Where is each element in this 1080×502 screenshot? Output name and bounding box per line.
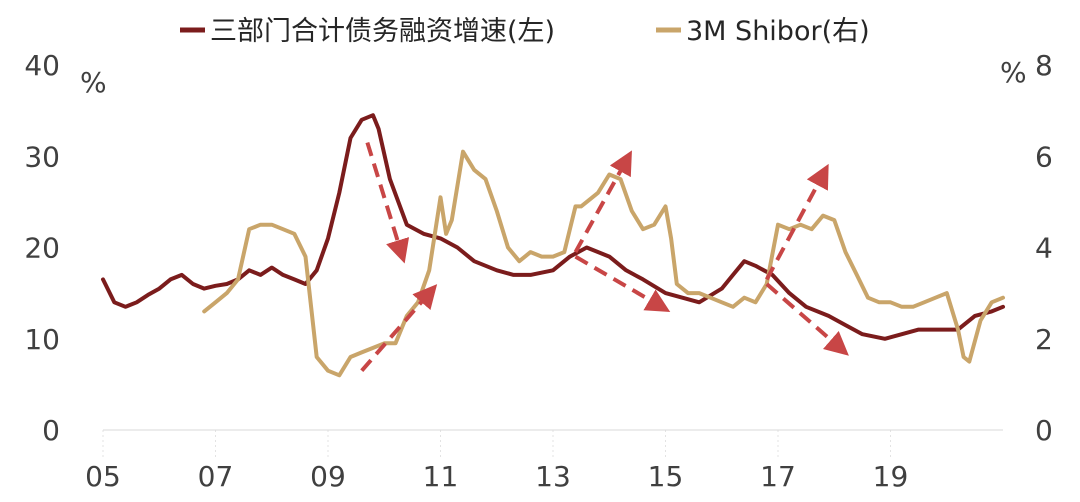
trend-arrow-4 [574, 254, 671, 312]
trend-arrow-5 [764, 163, 829, 281]
x-tick-label: 07 [198, 460, 234, 493]
x-tick-label: 17 [760, 460, 796, 493]
right-tick-label: 4 [1035, 232, 1053, 265]
right-tick-label: 6 [1035, 140, 1053, 173]
trend-arrow-3 [573, 150, 632, 254]
x-tick-label: 05 [85, 460, 121, 493]
series-layer [101, 113, 1005, 378]
x-axis-ticks: 05 07 09 11 13 15 17 19 [85, 460, 908, 493]
trend-arrow-1 [365, 141, 410, 264]
series-line-debt-growth [101, 113, 1005, 341]
right-tick-label: 8 [1035, 49, 1053, 82]
right-tick-label: 0 [1035, 414, 1053, 447]
annotation-layer [360, 141, 849, 373]
left-tick-label: 20 [24, 232, 60, 265]
legend-label-shibor: 3M Shibor(右) [686, 16, 870, 47]
legend: 三部门合计债务融资增速(左) 3M Shibor(右) [180, 16, 870, 47]
left-axis-unit: % [80, 66, 107, 99]
left-tick-label: 10 [24, 323, 60, 356]
x-tick-label: 19 [873, 460, 909, 493]
right-axis-unit: % [1000, 56, 1027, 89]
x-tick-label: 11 [423, 460, 459, 493]
trend-arrow-6 [765, 282, 849, 356]
legend-label-debt: 三部门合计债务融资增速(左) [210, 16, 555, 47]
x-tick-label: 13 [535, 460, 571, 493]
x-tick-label: 15 [648, 460, 684, 493]
x-tick-label: 09 [310, 460, 346, 493]
left-tick-label: 30 [24, 140, 60, 173]
right-axis-ticks: 0 2 4 6 8 [1035, 49, 1053, 447]
left-axis-ticks: 0 10 20 30 40 [24, 49, 60, 447]
left-tick-label: 0 [42, 414, 60, 447]
right-tick-label: 2 [1035, 323, 1053, 356]
trend-arrow-2 [360, 284, 438, 373]
left-tick-label: 40 [24, 49, 60, 82]
x-axis-guides [102, 430, 891, 458]
series-line-shibor [202, 149, 1005, 378]
